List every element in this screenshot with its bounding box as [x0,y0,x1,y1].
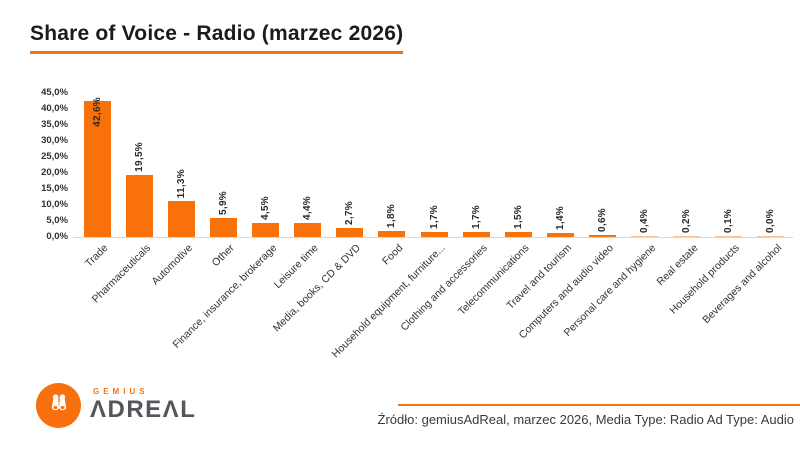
bar-value-label: 1,7% [428,204,440,229]
gemius-adreal-logo: GEMIUS ΛDREΛL [36,383,266,433]
bar-value-label: 19,5% [133,141,145,172]
page-title: Share of Voice - Radio (marzec 2026) [30,22,404,54]
bar [546,232,574,237]
bar-value-label: 0,0% [765,208,777,233]
bar-value-label: 1,7% [470,204,482,229]
y-axis-tick-label: 30,0% [41,135,68,146]
y-axis: 0,0% 5,0% 10,0% 15,0% 20,0% 25,0% 30,0% 35,0% 40… [24,87,68,242]
source-attribution: Źródło: gemiusAdReal, marzec 2026, Media… [377,412,794,427]
bar [125,174,153,237]
bar-value-label: 5,9% [217,191,229,216]
bar-value-label: 0,1% [723,208,735,233]
adreal-wordmark: ΛDREΛL [90,396,197,423]
bar [462,231,490,237]
binoculars-icon [45,389,73,422]
x-axis: Trade Pharmaceuticals Automotive Other Finan… [76,242,792,392]
bar-value-label: 1,5% [512,205,524,230]
y-axis-tick-label: 20,0% [41,167,68,178]
bar [209,218,237,237]
bar [420,231,448,237]
y-axis-tick-label: 15,0% [41,183,68,194]
bar [588,235,616,237]
y-axis-tick-label: 0,0% [46,231,68,242]
y-axis-tick-label: 25,0% [41,151,68,162]
bar-value-label: 1,4% [554,205,566,230]
bar [83,100,111,237]
bar [631,235,659,237]
gemius-wordmark: GEMIUS [93,387,149,396]
bar-value-label: 2,7% [344,201,356,226]
bar-value-label: 4,4% [302,195,314,220]
bar-value-label: 4,5% [260,195,272,220]
bar-value-label: 42,6% [91,97,103,127]
bar [252,222,280,237]
x-axis-label: Food [379,242,406,268]
bar [378,231,406,237]
bar-chart-plot-area: 42,6% 19,5% 11,3% 5,9% 4,5% 4,4% 2,7% 1,8% 1,7% 1… [76,93,792,237]
bar-value-label: 11,3% [175,168,187,198]
x-axis-label: Media, books, CD & DVD [270,242,364,335]
y-axis-tick-label: 5,0% [46,215,68,226]
footer-divider-line [398,404,800,406]
bar [673,235,701,237]
bar [715,235,743,237]
y-axis-tick-label: 40,0% [41,103,68,114]
y-axis-tick-label: 45,0% [41,87,68,98]
y-axis-tick-label: 35,0% [41,119,68,130]
bar [167,200,195,237]
bar [757,235,785,237]
bar-value-label: 0,6% [596,208,608,233]
bar-value-label: 0,2% [681,208,693,233]
chart-header: Share of Voice - Radio (marzec 2026) [30,22,404,54]
bar [336,228,364,237]
x-axis-label: Telecommunications [455,242,532,318]
y-axis-tick-label: 10,0% [41,199,68,210]
x-axis-label: Household products [667,242,743,317]
x-axis-label: Beverages and alcohol [700,242,785,327]
x-axis-label: Other [209,242,237,270]
bar [294,222,322,237]
x-axis-label: Trade [82,242,111,270]
bar-value-label: 0,4% [639,208,651,233]
logo-circle [36,383,81,428]
bar-value-label: 1,8% [386,204,398,229]
logo-wordmark: GEMIUS ΛDREΛL [90,387,196,423]
bar [504,232,532,237]
x-axis-label: Automotive [149,242,195,288]
x-axis-line [73,237,793,238]
